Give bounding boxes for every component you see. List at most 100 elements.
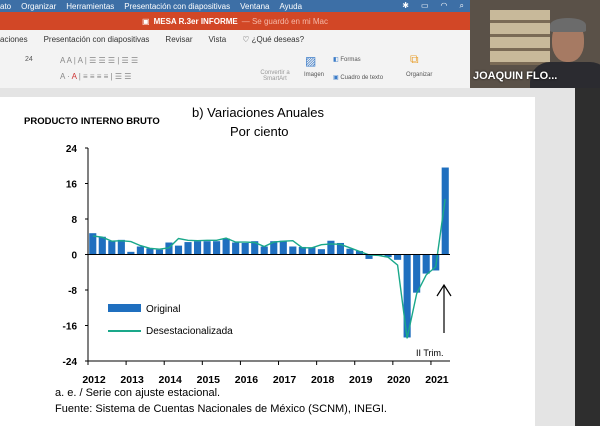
shapes-label: Formas	[340, 57, 361, 63]
tab-slideshow[interactable]: Presentación con diapositivas	[43, 34, 150, 44]
bar-original	[298, 246, 306, 255]
ribbon-toolbar: 24 A A | A | ☰ ☰ ☰ | ☰ ☰ A · A | ≡ ≡ ≡ ≡…	[0, 48, 470, 92]
bar-original	[403, 254, 411, 338]
side-panel	[575, 88, 600, 426]
lightbulb-icon: ♡	[242, 34, 252, 44]
bluetooth-icon[interactable]: ✱	[402, 1, 409, 10]
y-tick-label: 8	[71, 215, 77, 226]
bar-original	[336, 242, 345, 255]
menu-item[interactable]: Herramientas	[66, 1, 115, 11]
bar-original	[193, 241, 202, 255]
shapes-button[interactable]: ◧ Formas	[333, 56, 361, 63]
x-tick-label: 2020	[387, 374, 411, 386]
bar-original	[184, 242, 192, 255]
wifi-icon[interactable]: ◠	[440, 1, 448, 10]
x-tick-label: 2017	[273, 374, 297, 386]
x-tick-label: 2021	[425, 374, 449, 386]
bar-original	[279, 240, 287, 255]
menu-item[interactable]: Ventana	[240, 1, 270, 11]
bar-original	[89, 233, 97, 255]
tell-me-label: ¿Qué deseas?	[251, 34, 305, 44]
y-tick-label: 0	[71, 251, 77, 262]
participant-body	[530, 62, 600, 88]
y-tick-label: 16	[66, 180, 78, 191]
format-icons[interactable]: A A | A | ☰ ☰ ☰ | ☰ ☰	[60, 56, 139, 65]
powerpoint-icon: ▣	[142, 16, 150, 26]
bar-original	[355, 250, 364, 255]
bar-original	[327, 240, 335, 255]
menu-item[interactable]: Organizar	[21, 1, 57, 11]
bar-original	[203, 241, 211, 255]
textbox-icon: ▣	[333, 75, 341, 81]
x-tick-label: 2013	[120, 374, 144, 386]
y-tick-label: 24	[66, 144, 78, 155]
slide-heading: PRODUCTO INTERNO BRUTO	[24, 116, 160, 127]
textbox-button[interactable]: ▣ Cuadro de texto	[333, 74, 383, 81]
battery-icon[interactable]: ▭	[420, 1, 429, 10]
series-line-desestacionalizada	[92, 198, 446, 339]
bar-original	[308, 247, 316, 255]
y-tick-label: -16	[63, 322, 78, 333]
slide[interactable]: PRODUCTO INTERNO BRUTO b) Variaciones An…	[0, 97, 535, 426]
arrange-icon: ⧉	[410, 52, 419, 66]
font-size-select[interactable]: 24	[25, 56, 33, 63]
legend-swatch-original	[108, 304, 141, 312]
video-feed: JOAQUIN FLO...	[470, 0, 600, 88]
bar-original	[117, 239, 125, 255]
footnote: a. e. / Serie con ajuste estacional.	[55, 387, 221, 399]
y-tick-label: -24	[63, 357, 78, 368]
x-tick-label: 2018	[311, 374, 335, 386]
bar-original	[127, 251, 135, 255]
bar-original	[136, 246, 144, 255]
participant-hair	[550, 18, 586, 32]
bookshelf	[490, 10, 550, 65]
mac-menubar: ato Organizar Herramientas Presentación …	[0, 0, 470, 12]
tell-me-search[interactable]: ♡ ¿Qué deseas?	[242, 35, 304, 44]
x-tick-label: 2019	[349, 374, 373, 386]
convert-smartart-button[interactable]: Convertir a SmartArt	[260, 70, 290, 82]
paragraph-icons[interactable]: A · A | ≡ ≡ ≡ ≡ | ☰ ☰	[60, 72, 132, 81]
ribbon-tabs: aciones Presentación con diapositivas Re…	[0, 30, 470, 48]
menu-item[interactable]: Ayuda	[279, 1, 303, 11]
participant-name: JOAQUIN FLO...	[473, 70, 558, 82]
bar-original	[174, 245, 183, 255]
bar-original	[98, 236, 106, 255]
x-tick-label: 2012	[82, 374, 106, 386]
bar-original	[146, 248, 154, 255]
bar-original	[346, 248, 354, 255]
x-tick-label: 2015	[197, 374, 221, 386]
bar-original	[413, 254, 421, 293]
bar-original	[222, 238, 230, 255]
document-title: MESA R.3er INFORME	[153, 16, 238, 26]
menu-item[interactable]: ato	[0, 1, 12, 11]
source-note: Fuente: Sistema de Cuentas Nacionales de…	[55, 403, 387, 415]
legend-label-desestacionalizada: Desestacionalizada	[146, 326, 233, 337]
textbox-label: Cuadro de texto	[340, 75, 384, 81]
bar-original	[270, 241, 278, 255]
annotation-ii-trim: II Trim.	[416, 348, 444, 358]
bar-original	[394, 254, 402, 260]
arrow-head-icon	[436, 283, 452, 297]
bar-original	[289, 246, 297, 255]
bar-original	[384, 254, 392, 258]
bar-original	[241, 242, 249, 255]
x-tick-label: 2014	[159, 374, 183, 386]
search-icon[interactable]: ⌕	[459, 1, 464, 10]
shapes-icon: ◧	[333, 57, 341, 63]
bar-original	[317, 249, 325, 255]
bar-original	[213, 241, 221, 255]
chart-title: b) Variaciones Anuales	[192, 105, 325, 120]
legend-label-original: Original	[146, 304, 180, 315]
bar-original	[365, 254, 373, 259]
menu-item[interactable]: Presentación con diapositivas	[124, 1, 231, 11]
bar-original	[260, 246, 268, 255]
window-titlebar: ▣ MESA R.3er INFORME — Se guardó en mi M…	[0, 12, 470, 30]
tab-review[interactable]: Revisar	[165, 34, 193, 44]
tab-view[interactable]: Vista	[208, 34, 227, 44]
tab-animations[interactable]: aciones	[0, 34, 28, 44]
image-button[interactable]: Imagen	[304, 72, 325, 78]
arrange-button[interactable]: Organizar	[406, 72, 433, 78]
bar-original	[251, 241, 259, 255]
bar-original	[232, 242, 240, 255]
